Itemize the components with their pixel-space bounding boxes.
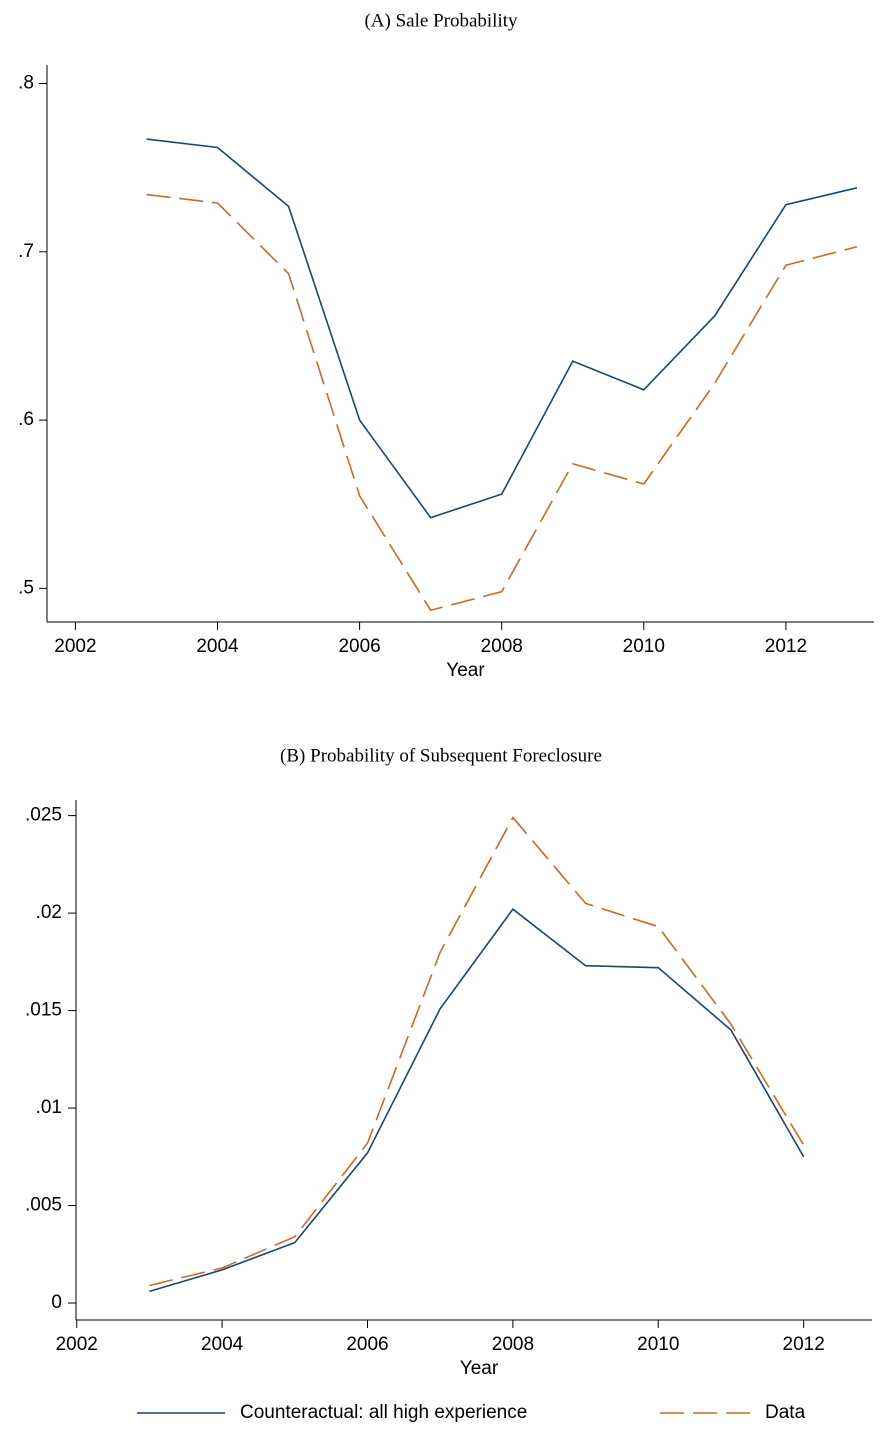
x-tick-label: 2010 (623, 636, 665, 657)
y-tick-label: 0 (51, 1292, 62, 1313)
legend-label: Data (765, 1402, 806, 1423)
x-tick-label: 2004 (196, 636, 239, 657)
y-tick-label: .5 (18, 577, 34, 598)
data-line (146, 138, 858, 519)
chart-title: (A) Sale Probability (364, 10, 518, 31)
y-tick-label: .02 (36, 902, 62, 923)
y-tick-label: .6 (18, 409, 34, 430)
legend-label: Counteractual: all high experience (240, 1402, 527, 1423)
y-tick-label: .025 (25, 805, 62, 826)
x-tick-label: 2002 (54, 636, 96, 657)
data-line (149, 816, 805, 1287)
data-line (149, 908, 805, 1293)
y-tick-label: .015 (25, 1000, 62, 1021)
x-tick-label: 2006 (346, 1334, 388, 1355)
x-tick-label: 2008 (492, 1334, 534, 1355)
x-tick-label: 2002 (56, 1334, 98, 1355)
x-tick-label: 2008 (481, 636, 523, 657)
x-tick-label: 2010 (637, 1334, 679, 1355)
chart-title: (B) Probability of Subsequent Foreclosur… (280, 745, 602, 766)
x-axis-label: Year (446, 660, 485, 681)
y-tick-label: .7 (18, 241, 34, 262)
x-tick-label: 2004 (201, 1334, 244, 1355)
y-tick-label: .8 (18, 73, 34, 94)
x-tick-label: 2006 (338, 636, 380, 657)
x-tick-label: 2012 (765, 636, 807, 657)
x-tick-label: 2012 (783, 1334, 825, 1355)
y-tick-label: .01 (36, 1097, 62, 1118)
y-tick-label: .005 (25, 1195, 62, 1216)
data-line (146, 193, 858, 612)
x-axis-label: Year (460, 1358, 499, 1379)
